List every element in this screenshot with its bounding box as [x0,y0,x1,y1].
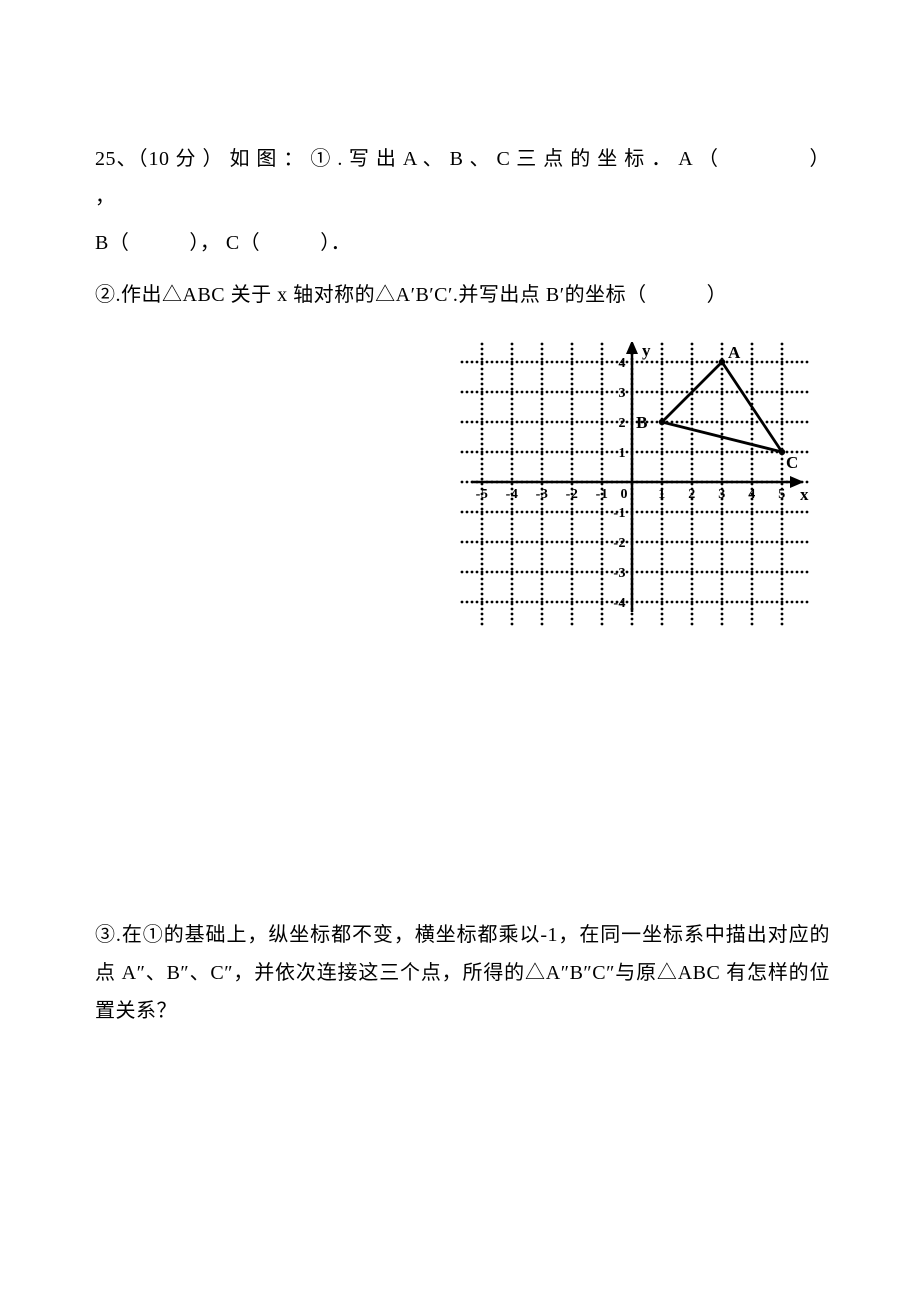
svg-text:2: 2 [619,416,627,431]
svg-text:-2: -2 [566,487,579,502]
svg-text:-3: -3 [536,487,549,502]
problem-line-2: B（ ）， C（ ）． [95,224,830,262]
svg-text:4: 4 [748,487,756,502]
text: ③.在①的基础上，纵坐标都不变，横坐标都乘以-1，在同一坐标系中描出对应的点 A… [95,924,830,1022]
svg-text:C: C [786,453,799,472]
text: ） [707,284,728,306]
svg-text:-3: -3 [613,566,626,581]
problem-line-3: ②.作出△ABC 关于 x 轴对称的△A′B′C′.并写出点 B′的坐标（ ） [95,276,830,314]
svg-text:3: 3 [619,386,627,401]
text: ）， C（ [189,232,260,254]
svg-text:0: 0 [621,487,629,502]
svg-text:2: 2 [688,487,696,502]
text: 、（ [116,148,148,170]
svg-text:5: 5 [778,487,786,502]
svg-text:1: 1 [619,446,627,461]
points: 10 [148,148,169,170]
problem-number: 25 [95,148,116,170]
svg-text:-5: -5 [476,487,489,502]
svg-text:4: 4 [619,356,627,371]
svg-text:-1: -1 [613,506,626,521]
text: ②.作出△ABC 关于 x 轴对称的△A′B′C′.并写出点 B′的坐标（ [95,284,647,306]
spacer [95,626,830,916]
coordinate-graph: -5 -4 -3 -2 -1 0 1 2 3 4 5 1 2 3 4 -1 -2 -3 -4 x y A B C [460,342,810,626]
svg-text:1: 1 [658,487,666,502]
graph-container: -5 -4 -3 -2 -1 0 1 2 3 4 5 1 2 3 4 -1 -2 -3 -4 x y A B C [95,342,830,626]
text: ）． [320,232,351,254]
svg-text:-4: -4 [506,487,519,502]
svg-text:-2: -2 [613,536,626,551]
svg-text:B: B [636,413,648,432]
svg-text:-4: -4 [613,596,626,611]
text: 分 ） 如 图 ： ① . 写 出 A 、 B 、 C 三 点 的 坐 标 ． … [169,148,719,170]
svg-text:3: 3 [718,487,726,502]
text: B（ [95,232,129,254]
svg-text:y: y [642,342,651,360]
problem-line-4: ③.在①的基础上，纵坐标都不变，横坐标都乘以-1，在同一坐标系中描出对应的点 A… [95,916,830,1030]
svg-text:-1: -1 [596,487,609,502]
problem-line-1: 25、（10 分 ） 如 图 ： ① . 写 出 A 、 B 、 C 三 点 的… [95,140,830,216]
svg-text:A: A [728,343,741,362]
svg-text:x: x [800,485,809,504]
